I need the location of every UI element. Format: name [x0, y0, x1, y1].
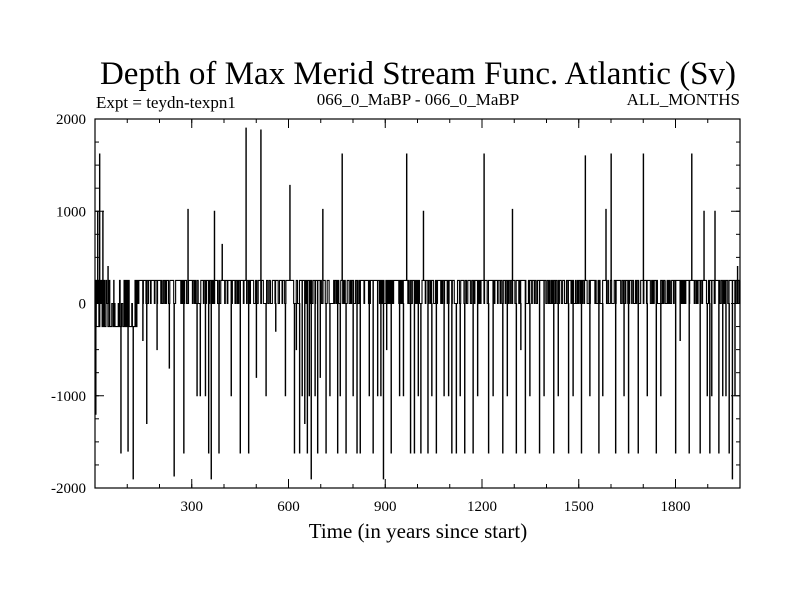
chart-title: Depth of Max Merid Stream Func. Atlantic…	[100, 56, 736, 92]
series-layer	[94, 127, 741, 480]
y-tick-label: 2000	[56, 112, 86, 128]
x-tick-label: 600	[277, 499, 300, 515]
axes: 300 600 900 1200 1500 1800 -2000 -1000 0 1000 2000	[51, 112, 740, 515]
x-tick-label: 300	[181, 499, 204, 515]
x-axis-label: Time (in years since start)	[309, 519, 528, 543]
x-tick-label: 1800	[661, 499, 691, 515]
series-line	[94, 127, 741, 480]
subtitle-center: 066_0_MaBP - 066_0_MaBP	[317, 90, 519, 109]
y-tick-label: -2000	[51, 481, 86, 497]
subtitle-left: Expt = teydn-texpn1	[96, 93, 236, 112]
subtitle-right: ALL_MONTHS	[627, 90, 740, 109]
x-tick-label: 1200	[467, 499, 497, 515]
x-tick-label: 1500	[564, 499, 594, 515]
x-tick-label: 900	[374, 499, 397, 515]
y-tick-label: 1000	[56, 204, 86, 220]
plot-frame	[94, 118, 741, 489]
y-tick-label: 0	[79, 297, 87, 313]
y-tick-label: -1000	[51, 389, 86, 405]
